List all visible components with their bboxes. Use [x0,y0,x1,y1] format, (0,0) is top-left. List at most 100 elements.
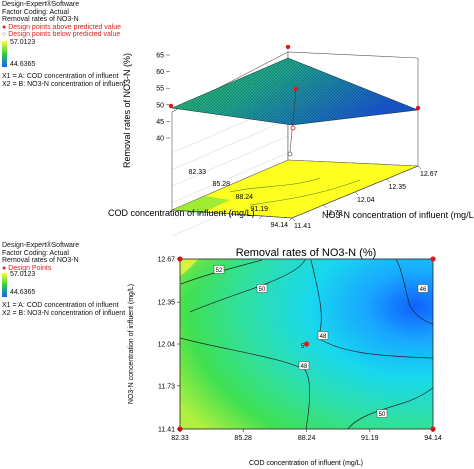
x-axis-label: COD concentration of influent (mg/L) [108,208,255,218]
legend-response: Removal rates of NO3-N [2,257,79,265]
contour-x-ticks: 82.33 85.28 88.24 91.19 94.14 [171,429,442,442]
contour-label: 46 [417,284,429,293]
contour-label-text: 50 [379,412,386,418]
floor-contour-line [229,177,321,193]
color-scale-bar [2,273,7,298]
legend-response: Removal rates of NO3-N [2,16,79,24]
legend-min: 44.6365 [10,289,36,297]
y-tick-mark [417,165,422,170]
x-tick-label: 85.28 [212,181,230,188]
design-point-above [285,44,291,50]
y-tick-label: 12.04 [157,342,175,349]
response-surface-mesh [172,58,418,125]
y-tick-label: 11.41 [158,427,175,434]
legend-min: 44.6365 [10,60,36,68]
contour-label-box [376,409,388,418]
legend-design-points: ● Design Points [2,264,52,272]
z-axis-ticks: 40 45 50 55 60 65 [156,53,170,143]
surface-legend: Design-Expert®Software Factor Coding: Ac… [2,1,125,88]
y-tick-mark [354,191,359,196]
contour-line-50 [189,259,306,313]
contour-label-box [317,331,329,340]
y-tick-mark [291,217,296,222]
y-tick-mark [386,178,390,183]
x-tick-label: 82.33 [188,169,206,176]
legend-marker-below: ○ Design points below predicted value [2,31,121,39]
legend-x1: X1 = A: COD concentration of influent [2,72,119,80]
x-tick-label: 88.24 [235,194,253,201]
floor-contour-line [249,179,361,206]
yellow-region [180,259,198,276]
z-tick-label: 55 [156,86,164,93]
x-tick-label: 91.19 [250,206,268,213]
y-tick-label: 12.67 [420,171,438,178]
contour-label-box [298,361,310,370]
legend-max: 57.0123 [10,271,36,279]
legend-x2: X2 = B: NO3-N concentration of influent [2,309,126,317]
wall-gridline [171,136,289,187]
legend-software: Design-Expert®Software [2,242,80,249]
y-tick-label: 11.73 [326,210,343,217]
x-tick-label: 94.14 [424,435,442,442]
contour-labels: 52 50 48 48 46 50 [213,265,429,418]
y-tick-label: 12.67 [157,257,175,264]
design-point-below [290,125,296,131]
legend-coding: Factor Coding: Actual [2,8,69,16]
contour-label-box [256,284,268,293]
x-tick-mark [258,215,263,220]
legend-x1: X1 = A: COD concentration of influent [2,302,119,310]
contour-label-text: 52 [216,268,223,274]
design-point [430,256,436,262]
x-tick-label: 94.14 [270,222,288,229]
contour-label-text: 46 [420,287,427,293]
x-tick-mark [168,209,173,214]
contour-y-ticks: 11.41 11.73 12.04 12.35 12.67 [157,257,180,434]
x-tick-label: 85.28 [234,435,252,442]
y-tick-label: 12.04 [357,197,375,204]
x-tick-mark [198,211,203,216]
x-tick-label: 91.19 [361,435,379,442]
y-tick-label: 12.35 [389,184,407,191]
design-point [304,341,310,347]
x-tick-label: 88.24 [298,435,316,442]
y-tick-label: 11.73 [158,383,175,390]
legend-marker-above: ● Design points above predicted value [2,23,122,31]
contour-label-box [213,265,225,274]
y-tick-label: 11.41 [294,223,311,230]
contour-legend: Design-Expert®Software Factor Coding: Ac… [2,242,125,318]
contour-label: 50 [376,409,388,418]
contour-line-50-bottom [347,387,434,430]
x-tick-mark [228,213,233,218]
contour-label: 52 [213,265,225,274]
contour-x-label: COD concentration of influent (mg/L) [249,460,363,467]
legend-coding: Factor Coding: Actual [2,249,69,257]
contour-label-text: 48 [301,364,308,370]
design-point [287,151,293,157]
contour-label-text: 48 [320,334,327,340]
z-tick-label: 65 [156,53,164,60]
wall-gridline [171,152,289,203]
wall-gridline [171,119,289,170]
design-point-above [168,103,174,109]
y-axis-ticks: 11.41 11.73 12.04 12.35 12.67 [291,165,438,230]
z-axis-label: Removal rates of NO3-N (%) [122,53,132,168]
contour-label: 50 [256,284,268,293]
contour-label: 48 [317,331,329,340]
legend-x2: X2 = B: NO3-N concentration of influent [2,80,126,88]
contour-plot: Removal rates of NO3-N (%) 525048484650 … [128,247,442,467]
x-tick-label: 82.33 [171,435,189,442]
design-point-above [415,105,421,111]
color-scale-bar [2,40,7,67]
floor-green-region [172,196,230,214]
contour-design-points [177,256,436,432]
contour-title: Removal rates of NO3-N (%) [236,247,377,259]
contour-label: 48 [298,361,310,370]
y-axis-label: NO3-N concentration of influent (mg/L) [322,210,474,220]
design-point-above [293,86,299,92]
legend-max: 57.0123 [10,38,36,46]
center-point-count: 5 [301,344,305,350]
contour-label-box [417,284,429,293]
contour-label-text: 50 [259,287,266,293]
z-tick-label: 50 [156,102,164,109]
